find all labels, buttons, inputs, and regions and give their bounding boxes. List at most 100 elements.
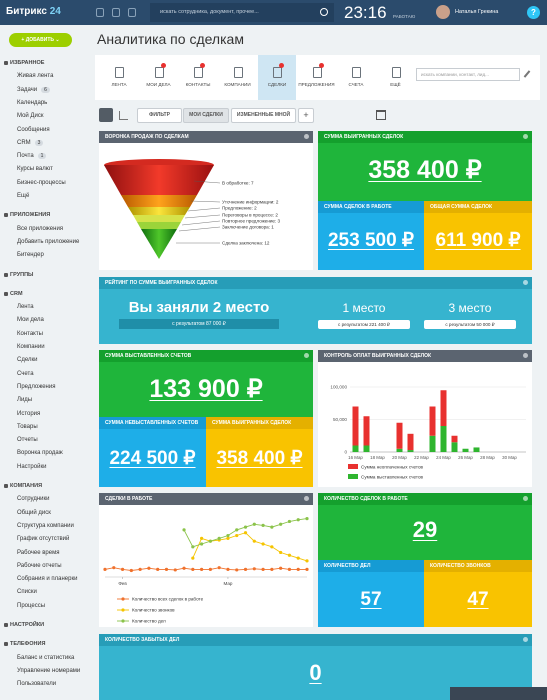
grid-view[interactable]: [99, 108, 113, 122]
sidebar-item[interactable]: Сделки: [17, 357, 37, 363]
tab[interactable]: КОНТАКТЫ: [179, 55, 217, 100]
avatar[interactable]: [436, 5, 450, 19]
sidebar-item[interactable]: Мой Диск: [17, 113, 43, 119]
help-button[interactable]: ?: [527, 6, 540, 19]
sidebar-section[interactable]: ИЗБРАННОЕ: [10, 60, 45, 66]
sidebar-item[interactable]: История: [17, 411, 40, 417]
tab[interactable]: ПРЕДЛОЖЕНИЯ: [298, 55, 336, 100]
icon[interactable]: [112, 8, 120, 17]
sidebar-item[interactable]: Отчеты: [17, 437, 38, 443]
logo-text: Битрикс: [6, 6, 47, 17]
settings[interactable]: [304, 496, 309, 501]
sidebar-item[interactable]: Предложения: [17, 384, 55, 390]
chart-view[interactable]: [119, 111, 128, 120]
sidebar-item[interactable]: Добавить приложение: [17, 239, 79, 245]
sidebar-item[interactable]: Мои дела: [17, 317, 44, 323]
sidebar-section[interactable]: CRM: [10, 290, 23, 297]
sidebar-item[interactable]: Процессы: [17, 603, 45, 609]
sidebar-item[interactable]: Рабочее время: [17, 550, 59, 556]
filter-button[interactable]: ИЗМЕНЕННЫЕ МНОЙ: [231, 108, 296, 123]
settings[interactable]: [523, 134, 528, 139]
deal-count-value[interactable]: 29: [412, 517, 438, 542]
sidebar-item[interactable]: Все приложения: [17, 226, 63, 232]
settings[interactable]: [523, 496, 528, 501]
filter-button[interactable]: МОИ СДЕЛКИ: [183, 108, 229, 123]
icon[interactable]: [96, 8, 104, 17]
sidebar-item[interactable]: Сообщения: [17, 127, 50, 133]
settings[interactable]: [523, 280, 528, 285]
sidebar-item[interactable]: Битендер: [17, 252, 44, 258]
point: [270, 525, 274, 529]
sidebar-section[interactable]: ТЕЛЕФОНИЯ: [10, 641, 46, 648]
invoiced-value[interactable]: 133 900 ₽: [149, 375, 263, 403]
add-button[interactable]: + ДОБАВИТЬ ⌄: [9, 33, 72, 47]
rating-result: с результатом 87 000 ₽: [119, 319, 279, 329]
calendar-icon[interactable]: [376, 110, 386, 120]
sidebar-item[interactable]: Баланс и статистика: [17, 655, 74, 661]
won2-value[interactable]: 358 400 ₽: [216, 448, 303, 469]
sidebar-item[interactable]: Контакты: [17, 331, 43, 337]
funnel-widget: ВОРОНКА ПРОДАЖ ПО СДЕЛКАМ В обработке: 7…: [99, 131, 313, 270]
sidebar-item[interactable]: Настройки: [17, 464, 46, 470]
icon[interactable]: [128, 8, 136, 17]
sidebar-item[interactable]: Лиды: [17, 397, 32, 403]
won2-widget: СУММА ВЫИГРАННЫХ СДЕЛОК 358 400 ₽: [206, 417, 313, 487]
sidebar-item[interactable]: CRM 3: [17, 139, 44, 146]
sidebar-item[interactable]: Почта 1: [17, 153, 47, 160]
tab[interactable]: МОИ ДЕЛА: [140, 55, 178, 100]
sidebar-item[interactable]: Пользователи: [17, 681, 56, 687]
task-count-value[interactable]: 57: [360, 589, 382, 610]
sidebar-item[interactable]: Задачи 6: [17, 86, 50, 93]
settings[interactable]: [304, 134, 309, 139]
not-invoiced-value[interactable]: 224 500 ₽: [109, 448, 196, 469]
sidebar-item[interactable]: Лента: [17, 304, 34, 310]
filter-button[interactable]: +: [298, 108, 314, 123]
sidebar-item[interactable]: Бизнес-процессы: [17, 180, 66, 186]
in-work-value[interactable]: 253 500 ₽: [327, 230, 415, 251]
tab[interactable]: СЧЕТА: [337, 55, 375, 100]
sidebar-item[interactable]: Управление номерами: [17, 668, 80, 674]
won-value[interactable]: 358 400 ₽: [368, 156, 482, 184]
sidebar-item[interactable]: Живая лента: [17, 73, 53, 79]
filter-button[interactable]: ФИЛЬТР: [137, 108, 182, 123]
sidebar-item[interactable]: Собрания и планерки: [17, 576, 77, 582]
forgotten-value[interactable]: 0: [309, 660, 322, 685]
tab[interactable]: ЛЕНТА: [100, 55, 138, 100]
tab[interactable]: КОМПАНИИ: [219, 55, 257, 100]
total-value[interactable]: 611 900 ₽: [435, 230, 521, 251]
settings[interactable]: [304, 353, 309, 358]
sidebar-section[interactable]: КОМПАНИЯ: [10, 483, 43, 489]
sidebar-item[interactable]: Рабочие отчеты: [17, 563, 62, 569]
sidebar-section[interactable]: ПРИЛОЖЕНИЯ: [10, 212, 51, 219]
call-count-value[interactable]: 47: [467, 589, 489, 610]
user-name[interactable]: Наталья Грекина: [455, 9, 499, 15]
settings[interactable]: [523, 353, 528, 358]
bar: [440, 390, 447, 426]
leader-line: [184, 214, 221, 219]
sidebar-item[interactable]: Списки: [17, 589, 37, 595]
sidebar-item[interactable]: Структура компании: [17, 523, 74, 529]
sidebar-item[interactable]: Счета: [17, 371, 34, 377]
work-status[interactable]: РАБОТАЮ: [393, 14, 416, 19]
tab[interactable]: ЕЩЁ: [377, 55, 415, 100]
bar: [407, 450, 414, 452]
sidebar-item[interactable]: Воронка продаж: [17, 450, 63, 456]
sidebar-item[interactable]: Сотрудники: [17, 496, 50, 502]
sidebar-item[interactable]: Курсы валют: [17, 166, 53, 172]
sidebar-item[interactable]: Календарь: [17, 100, 47, 106]
tab-search[interactable]: искать компании, контакт, лид...: [416, 68, 520, 81]
sidebar-item[interactable]: Ещё: [17, 193, 29, 199]
settings[interactable]: [523, 637, 528, 642]
legend-label: Количество звонков: [132, 608, 175, 613]
sidebar-section[interactable]: ГРУППЫ: [10, 271, 34, 278]
sidebar-label: Сообщения: [17, 126, 50, 133]
sidebar-item[interactable]: Общий диск: [17, 510, 51, 516]
bar: [429, 406, 436, 436]
tab[interactable]: СДЕЛКИ: [258, 55, 296, 100]
sidebar-item[interactable]: График отсутствий: [17, 536, 69, 542]
sidebar-item[interactable]: Товары: [17, 424, 38, 430]
sidebar-section[interactable]: НАСТРОЙКИ: [10, 622, 45, 628]
sidebar-item[interactable]: Компании: [17, 344, 45, 350]
logo[interactable]: Битрикс 24: [6, 6, 61, 17]
search-box[interactable]: искать сотрудника, документ, прочее...: [150, 3, 334, 22]
